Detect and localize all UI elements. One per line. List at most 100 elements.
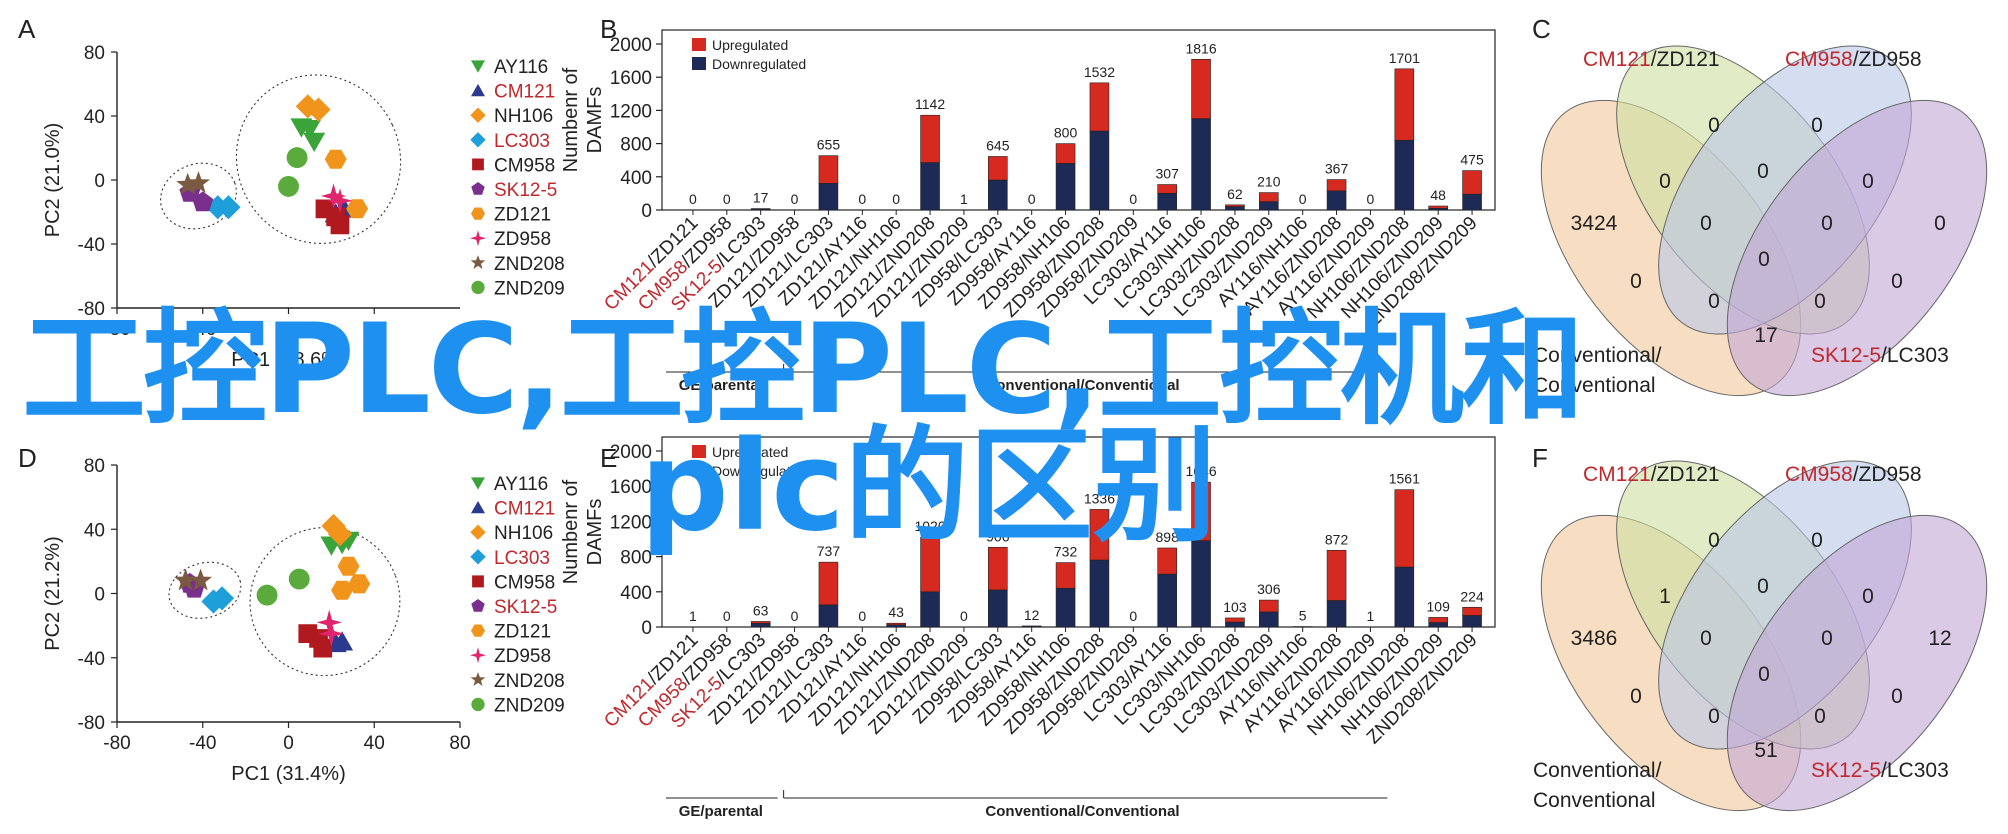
- venn-region-value: 0: [1757, 575, 1769, 598]
- bar-down: [1326, 190, 1347, 211]
- bar-up: [1428, 205, 1448, 209]
- venn-set-label: SK12-5/LC303: [1811, 344, 1949, 367]
- legend-marker-SK12-5: [471, 599, 485, 612]
- venn-region-value: 3486: [1571, 627, 1618, 650]
- legend-marker-CM121: [471, 83, 485, 97]
- bar-value-label: 0: [1299, 191, 1307, 207]
- x-tick-label: -40: [189, 733, 216, 754]
- point-LC303: [216, 195, 241, 220]
- venn-set-label: Conventional: [1533, 374, 1656, 397]
- venn-region-value: 12: [1928, 627, 1951, 650]
- point-ZD958: [320, 183, 347, 209]
- bar-value-label: 306: [1257, 581, 1281, 597]
- bar-down: [988, 589, 1008, 628]
- legend-label-ZD958: ZD958: [494, 646, 551, 667]
- legend-marker-ZND209: [471, 280, 485, 295]
- bar-down: [1462, 615, 1482, 628]
- group-label-conv: Conventional/Conventional: [985, 377, 1179, 394]
- panel-F: F 3486 0 0 12 1 0 0 0 0 0 0 0 0 0 51 Conventional/Conven…: [1532, 443, 1988, 812]
- y-axis-label: Numbenr of DAMFs: [560, 67, 606, 172]
- venn-region-value: 0: [1708, 529, 1720, 552]
- legend-marker-NH106: [470, 107, 486, 123]
- legend-marker-ZND208: [470, 672, 486, 686]
- y-tick-label: 800: [620, 135, 652, 156]
- bar-value-label: 0: [1129, 608, 1137, 624]
- bar-value-label: 1561: [1389, 471, 1420, 487]
- bar-down: [1089, 559, 1110, 628]
- bar-value-label: 732: [1054, 544, 1078, 560]
- venn-region-value: 0: [1814, 705, 1826, 728]
- venn-region-value: 0: [1708, 290, 1720, 313]
- point-ZD958: [327, 188, 353, 214]
- y-tick-label: 1600: [610, 68, 652, 89]
- bar-down: [920, 591, 940, 628]
- venn-region-value: 0: [1862, 170, 1874, 193]
- point-AY116: [303, 132, 326, 152]
- point-ZND208: [189, 568, 213, 591]
- y-tick-label: 40: [84, 107, 105, 128]
- panel-C: C 3424 0 0 0 0 0 0 0 0 0 0 0 0 0 17 Conventional/Convent…: [1532, 14, 1988, 397]
- bar-value-label: 872: [1325, 531, 1349, 547]
- bar-value-label: 0: [892, 191, 900, 207]
- cluster-ellipse: [168, 561, 242, 619]
- bar-value-label: 43: [888, 604, 904, 620]
- group-label-conv: Conventional/Conventional: [985, 803, 1179, 820]
- bar-down: [1394, 566, 1415, 628]
- point-ZD958: [318, 621, 344, 647]
- overlay-title-line-2: plc的区别: [640, 415, 1217, 559]
- panel-letter-D: D: [18, 443, 37, 473]
- bar-up: [1259, 192, 1279, 203]
- x-tick-label: 80: [449, 733, 470, 754]
- venn-region-value: 0: [1811, 114, 1823, 137]
- venn-set-label: Conventional: [1533, 789, 1656, 812]
- cluster-ellipse: [160, 162, 237, 230]
- point-ZD958: [316, 609, 342, 636]
- panel-A: A 80 40 0 -40 -80-80 -40 0 40 PC1 (18.6%) PC2 (21.…: [18, 14, 565, 371]
- bar-value-label: 0: [791, 608, 799, 624]
- point-ZD121: [346, 199, 369, 219]
- bar-value-label: 800: [1054, 125, 1078, 141]
- bar-up: [1428, 617, 1448, 623]
- venn-region-value: 17: [1754, 324, 1777, 347]
- legend-up-swatch: [692, 38, 706, 51]
- bar-value-label: 1: [689, 608, 697, 624]
- y-tick-label: 400: [620, 168, 652, 189]
- bar-up: [1157, 184, 1177, 194]
- y-tick-label: 80: [84, 43, 105, 64]
- point-ZD121: [337, 556, 360, 576]
- bar-value-label: 307: [1156, 166, 1180, 182]
- y-tick-label: 0: [94, 171, 105, 192]
- x-tick-label: 0: [283, 319, 294, 340]
- bar-value-label: 645: [986, 137, 1010, 153]
- bar-value-label: 1646: [1185, 463, 1216, 479]
- panel-letter-E: E: [600, 443, 617, 473]
- legend-label-ZND208: ZND208: [494, 254, 565, 275]
- legend-label-SK12-5: SK12-5: [494, 597, 557, 618]
- cluster-ellipse: [235, 74, 402, 244]
- group-label-ge: GE/parental: [679, 377, 763, 394]
- bar-value-label: 0: [689, 191, 697, 207]
- venn-set-label: Conventional/: [1533, 344, 1662, 367]
- legend-down-label: Downregulated: [712, 56, 806, 72]
- panel-letter-C: C: [1532, 14, 1551, 44]
- bar-down: [750, 623, 771, 628]
- venn-region-value: 0: [1758, 663, 1770, 686]
- x-axis-label: PC1 (31.4%): [231, 763, 346, 785]
- bar-down: [818, 183, 839, 211]
- bar-down: [1326, 600, 1347, 628]
- legend-up-label: Upregulated: [712, 444, 788, 460]
- legend-label-ZND209: ZND209: [494, 278, 565, 299]
- legend-label-ZD121: ZD121: [494, 622, 551, 643]
- bar-down: [1428, 622, 1448, 628]
- bar-down: [1191, 118, 1211, 211]
- cluster-ellipse: [249, 526, 401, 677]
- bar-up: [1462, 606, 1482, 616]
- venn-region-value: 0: [1700, 627, 1712, 650]
- bar-up: [1394, 68, 1415, 141]
- bar-up: [1326, 549, 1347, 601]
- bar-value-label: 655: [817, 137, 841, 153]
- point-ZND209: [288, 568, 310, 590]
- bar-value-label: 898: [1156, 529, 1180, 545]
